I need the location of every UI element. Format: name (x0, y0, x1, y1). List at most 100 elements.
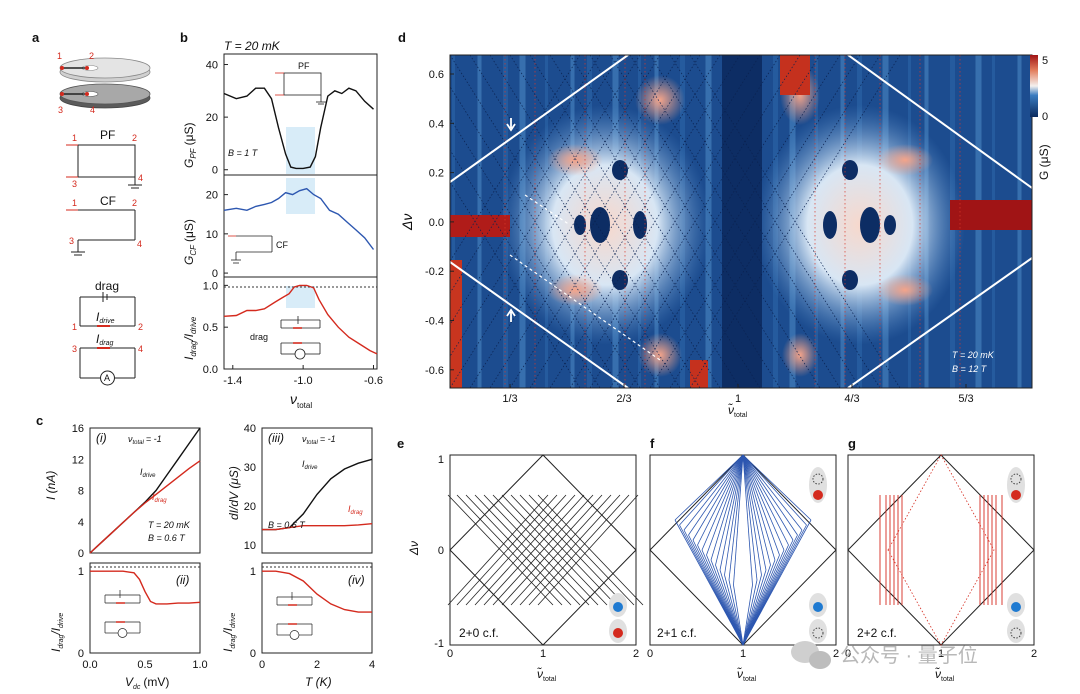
drag-inset (280, 316, 321, 360)
c-ii-ratio-curve (90, 570, 201, 605)
drag-label: drag (95, 279, 119, 293)
cbar-tick-5: 5 (1042, 55, 1048, 67)
composite-fermion-icon (1011, 602, 1021, 612)
cf-inset-label: CF (276, 240, 288, 250)
composite-fermion-icon (813, 602, 823, 612)
i-drive-label: Idrive (96, 310, 115, 325)
watermark: 公众号 · 量子位 (791, 641, 978, 669)
b-ytick-top: 0 (212, 165, 218, 177)
efg-xtick: 0 (447, 648, 453, 660)
cf-contact-4: 4 (137, 239, 142, 249)
heatmap (450, 55, 1032, 388)
c-ytick-iii: 40 (244, 423, 256, 435)
efg-xtick: 1 (938, 648, 944, 660)
c-ytick-i: 12 (72, 454, 84, 466)
d-ytick: 0.2 (429, 168, 444, 180)
highlight-band-mid (286, 178, 315, 214)
c-ytick-ii: 1 (78, 566, 84, 578)
c-i-drag: Idrag (152, 492, 167, 504)
c-ylabel-ii: Idrag/Idrive (49, 613, 65, 652)
panel-b-curves (223, 87, 378, 355)
d-xtick: 1/3 (502, 393, 517, 405)
cbar-label: G (μS) (1037, 144, 1051, 180)
cf-circuit (66, 209, 136, 256)
d-ytick: -0.4 (425, 316, 444, 328)
i-drag-label: Idrag (96, 332, 113, 347)
c-nu-iii: νtotal = -1 (302, 434, 336, 446)
cf-contact-2: 2 (132, 198, 137, 208)
b-xlabel: νtotal (290, 391, 312, 410)
c-ylabel-iv: Idrag/Idrive (221, 613, 237, 652)
drag-circuit (79, 292, 136, 386)
drag-inset-label: drag (250, 332, 268, 342)
efg-xtick: 1 (740, 648, 746, 660)
cf-contact-3: 3 (69, 236, 74, 246)
panel-label-f: f (650, 436, 655, 451)
pf-inset (275, 72, 326, 105)
contact-label-3: 3 (58, 105, 63, 115)
pf-contact-4: 4 (138, 173, 143, 183)
panel-d-ticks: 0.6 0.4 0.2 0.0 -0.2 -0.4 -0.6 1/3 2/3 1 4/3 5/3 (425, 69, 974, 405)
efg-ylabel: Δν (407, 541, 421, 556)
highlight-band-bot (286, 286, 315, 308)
panel-label-d: d (398, 30, 406, 45)
axes-c-iii (261, 427, 373, 554)
pf-contact-2: 2 (132, 133, 137, 143)
d-ytick: -0.2 (425, 266, 444, 278)
arrow-up-icon (506, 308, 516, 322)
g-xlabel: ν̃total (935, 666, 955, 683)
b-xtick: -0.6 (364, 375, 383, 387)
pf-circuit (66, 144, 142, 189)
efg-ytick: -1 (434, 638, 444, 650)
b-ytick-mid: 10 (206, 229, 218, 241)
panel-a: a 1 2 3 4 PF 1 2 3 4 (32, 30, 151, 386)
c-field-i: B = 0.6 T (148, 533, 186, 543)
c-label-iii: (iii) (268, 431, 284, 445)
c-iv-inset (276, 592, 313, 640)
efg-xtick: 0 (845, 648, 851, 660)
label-e: 2+0 c.f. (459, 626, 499, 640)
cf-inset (228, 235, 273, 264)
efg-xtick: 2 (633, 648, 639, 660)
composite-fermion-icon (613, 602, 623, 612)
d-xtick: 4/3 (844, 393, 859, 405)
label-g: 2+2 c.f. (857, 626, 897, 640)
c-iii-drive: Idrive (302, 459, 318, 471)
pf-inset-label: PF (298, 61, 310, 71)
colorbar (1030, 55, 1038, 117)
efg-xtick: 2 (1031, 648, 1037, 660)
drag-contact-2: 2 (138, 322, 143, 332)
contact-label-4: 4 (90, 105, 95, 115)
corbino-disk-top (59, 57, 151, 83)
f-xlabel: ν̃total (737, 666, 757, 683)
c-label-ii: (ii) (176, 573, 189, 587)
e-xlabel: ν̃total (537, 666, 557, 683)
c-ytick-iii: 30 (244, 462, 256, 474)
d-ytick: 0.6 (429, 69, 444, 81)
c-ytick-iii: 10 (244, 540, 256, 552)
c-ylabel-i: I (nA) (44, 471, 58, 500)
d-ylabel: Δν (399, 214, 415, 231)
b-ylabel-top: GPF(μS) (182, 123, 198, 169)
b-ytick-mid: 20 (206, 190, 218, 202)
hole-icon (1010, 627, 1022, 639)
d-ytick: 0.4 (429, 118, 444, 130)
watermark-text: 公众号 · 量子位 (840, 644, 978, 667)
c-ytick-ii: 0 (78, 648, 84, 660)
pf-label: PF (100, 128, 115, 142)
panel-label-c: c (36, 413, 43, 428)
c-xtick-left: 1.0 (192, 659, 207, 671)
arrow-down-icon (506, 118, 516, 132)
b-ytick-bot: 1.0 (203, 280, 218, 292)
c-iii-drag: Idrag (348, 504, 363, 516)
axes-c-iv (261, 562, 373, 654)
b-ytick-top: 40 (206, 60, 218, 72)
b-xtick: -1.4 (223, 375, 242, 387)
c-xlabel-right: T (K) (305, 675, 332, 689)
efg-xtick: 0 (647, 648, 653, 660)
c-i-drag-curve (89, 460, 201, 554)
